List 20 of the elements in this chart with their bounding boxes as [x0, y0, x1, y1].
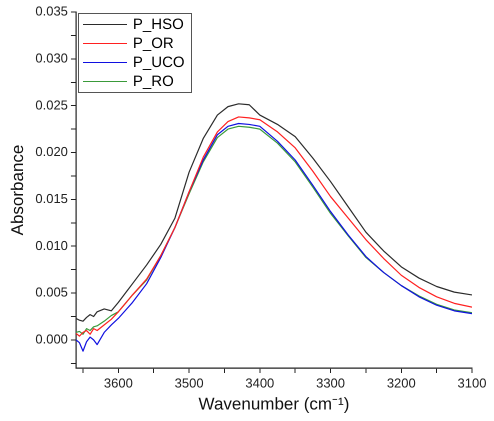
- legend-label: P_HSO: [132, 15, 184, 34]
- y-axis-title: Absorbance: [8, 144, 27, 236]
- x-tick-label: 3100: [458, 375, 486, 390]
- x-tick-label: 3200: [386, 375, 416, 390]
- x-axis-title: Wavenumber (cm⁻¹): [198, 394, 350, 414]
- x-tick-label: 3600: [104, 375, 133, 390]
- legend-label: P_RO: [132, 72, 174, 91]
- x-tick-label: 3400: [245, 375, 274, 390]
- x-tick-label: 3300: [316, 375, 346, 390]
- y-tick-label: 0.015: [35, 190, 68, 206]
- x-tick-label: 3500: [174, 375, 204, 390]
- legend-label: P_OR: [132, 34, 174, 53]
- y-tick-label: 0.000: [35, 331, 68, 346]
- y-tick-label: 0.025: [35, 97, 68, 112]
- legend-label: P_UCO: [132, 53, 185, 72]
- y-tick-label: 0.010: [35, 238, 68, 253]
- y-tick-label: 0.035: [35, 4, 68, 19]
- y-tick-label: 0.030: [35, 50, 68, 66]
- y-tick-label: 0.005: [35, 284, 68, 300]
- y-tick-label: 0.020: [35, 144, 68, 160]
